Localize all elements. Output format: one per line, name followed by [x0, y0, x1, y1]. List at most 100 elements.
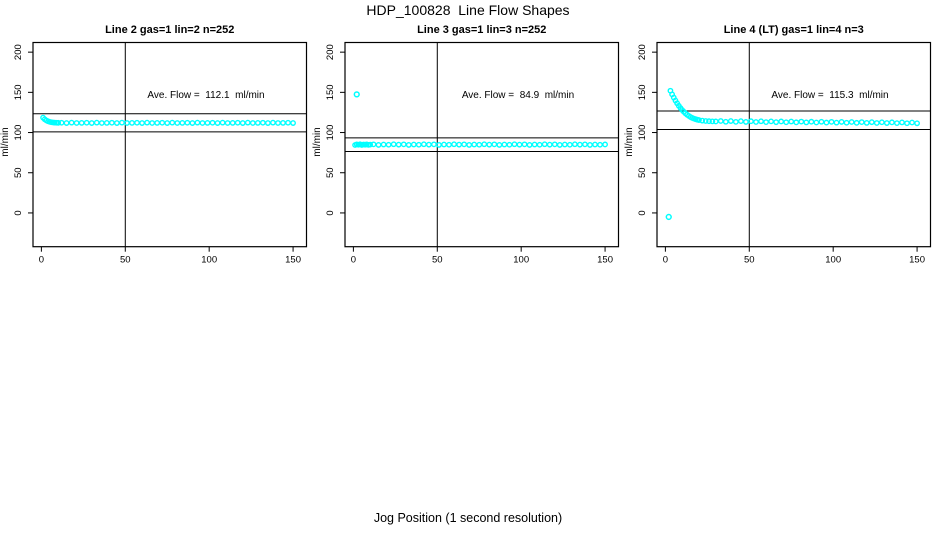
data-point — [275, 120, 281, 126]
data-point — [63, 120, 70, 126]
y-tick-label: 150 — [637, 84, 648, 100]
data-point — [244, 119, 251, 126]
data-point — [732, 118, 739, 125]
data-point — [768, 118, 774, 125]
data-point — [743, 119, 749, 125]
data-point — [290, 120, 296, 126]
subplot-title: Line 4 (LT) gas=1 lin=4 n=3 — [724, 24, 864, 36]
data-point — [224, 120, 231, 126]
data-point — [709, 118, 716, 125]
data-point — [55, 119, 62, 126]
x-tick-label: 100 — [825, 255, 841, 266]
data-point — [199, 120, 206, 126]
data-point — [712, 118, 719, 125]
data-point — [134, 119, 140, 126]
data-point — [410, 141, 417, 148]
data-point — [883, 120, 890, 126]
data-point — [541, 141, 548, 148]
data-point — [119, 119, 125, 126]
data-point — [838, 119, 845, 125]
data-point — [103, 119, 110, 126]
data-point — [476, 141, 483, 148]
y-tick-label: 100 — [13, 125, 24, 141]
data-point — [385, 141, 392, 148]
data-point — [722, 118, 729, 125]
data-point — [592, 141, 598, 148]
data-point — [758, 118, 764, 125]
data-point — [78, 119, 85, 126]
plot-frame — [32, 41, 308, 248]
data-point — [753, 119, 759, 125]
x-tick-label: 150 — [285, 255, 301, 266]
y-tick-label: 0 — [325, 210, 336, 215]
x-tick-label: 150 — [909, 255, 925, 266]
data-point — [571, 141, 578, 148]
data-point — [763, 119, 769, 125]
x-tick-label: 50 — [432, 255, 443, 266]
x-tick-label: 50 — [120, 255, 131, 266]
x-axis-label: Jog Position (1 second resolution) — [373, 511, 563, 525]
ave-flow-annotation: Ave. Flow = 115.3 ml/min — [771, 90, 888, 101]
data-point — [164, 120, 171, 126]
ave-flow-annotation: Ave. Flow = 84.9 ml/min — [462, 90, 574, 101]
data-point — [582, 141, 588, 148]
data-point — [436, 142, 442, 148]
data-point — [696, 117, 702, 123]
data-point — [914, 120, 920, 127]
data-point — [737, 118, 744, 125]
page-title: HDP_100828 Line Flow Shapes — [366, 2, 570, 18]
data-point — [204, 119, 211, 126]
data-point — [818, 118, 825, 125]
data-point — [270, 119, 276, 126]
data-point — [889, 119, 895, 126]
data-point — [370, 141, 377, 148]
data-point — [93, 119, 100, 126]
data-point — [159, 119, 166, 126]
data-point — [491, 141, 498, 148]
x-tick-label: 100 — [513, 255, 529, 266]
data-point — [803, 119, 810, 126]
data-point — [909, 119, 915, 126]
data-point — [466, 142, 473, 148]
data-point — [375, 142, 382, 148]
data-point — [471, 141, 478, 148]
data-point — [219, 119, 226, 126]
data-point — [214, 120, 221, 126]
data-point — [139, 120, 145, 126]
data-point — [420, 141, 427, 148]
y-tick-label: 50 — [13, 167, 24, 178]
data-point — [144, 119, 150, 126]
plot-frame — [344, 41, 620, 248]
data-point — [189, 120, 196, 126]
subplot-line2-canvas: 0 50 100 150 0 50 100 150 200 ml/min Line 2 gas=1 … — [0, 24, 308, 266]
y-axis-unit-label: ml/min — [312, 127, 323, 156]
data-point — [577, 141, 583, 148]
y-tick-label: 50 — [325, 167, 336, 178]
data-point — [83, 119, 90, 126]
data-point — [239, 120, 246, 126]
data-point — [828, 118, 835, 125]
data-point — [536, 141, 543, 148]
x-tick-label: 0 — [663, 255, 668, 266]
data-point — [285, 119, 291, 126]
data-point — [717, 118, 724, 124]
data-point — [58, 119, 65, 126]
data-point — [813, 119, 820, 126]
y-tick-label: 150 — [325, 84, 336, 100]
subplot-line2: 0 50 100 150 0 50 100 150 200 ml/min Line 2 gas=1 … — [0, 0, 312, 280]
data-point — [446, 141, 452, 148]
data-point — [234, 119, 241, 126]
data-point — [511, 141, 518, 148]
data-point — [486, 141, 493, 148]
data-point — [179, 119, 186, 126]
data-point — [521, 141, 528, 148]
data-point — [249, 120, 256, 126]
data-point — [706, 118, 712, 125]
subplot-title: Line 3 gas=1 lin=3 n=252 — [417, 24, 546, 36]
data-point — [380, 141, 387, 148]
data-point — [73, 120, 80, 126]
data-point — [169, 119, 176, 126]
data-point — [506, 141, 513, 148]
data-point — [395, 141, 402, 148]
data-point — [748, 118, 754, 125]
